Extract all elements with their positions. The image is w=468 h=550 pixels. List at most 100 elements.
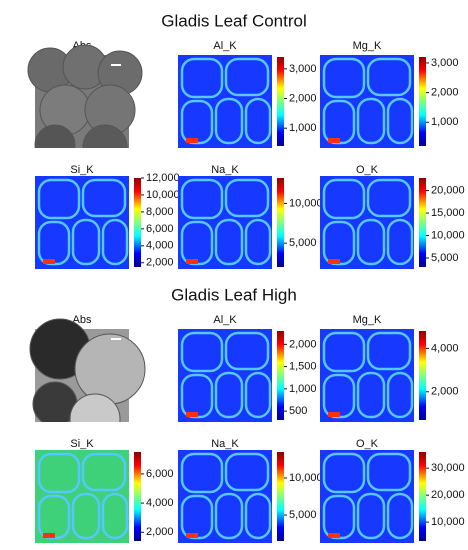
map-title: Mg_K [353,314,382,326]
colorbar-tick-label: 2,000 [431,386,459,398]
colorbar-tick-label: 3,000 [431,57,459,69]
cell-wall [214,97,244,145]
colorbar-tick-label: 15,000 [431,207,465,219]
hotspot [186,138,198,143]
colorbar-tick-label: 2,000 [289,338,317,350]
colorbar-tick-label: 1,000 [289,122,317,134]
cell-wall [37,452,81,494]
map-title: Al_K [213,314,237,326]
colorbar-tick-label: 5,000 [431,252,459,264]
hotspot [328,138,340,143]
colorbar [419,331,426,420]
colorbar-tick-label: 10,000 [289,197,323,209]
map-title: Na_K [211,164,239,176]
map-title: Abs [73,314,92,326]
cell-wall [322,452,366,494]
colorbar [277,452,284,541]
colorbar-tick-label: 12,000 [146,172,180,184]
cell-wall [180,57,224,99]
hotspot [186,533,198,538]
colorbar-tick-label: 20,000 [431,184,465,196]
cell-wall [356,97,386,145]
cell-wall [322,178,366,220]
cell-wall [366,57,412,97]
map-title: O_K [356,438,379,450]
panel-title: Gladis Leaf High [171,285,297,304]
map-title: Na_K [211,438,239,450]
cell-wall [366,178,412,218]
cell-wall [180,452,224,494]
colorbar-tick-label: 10,000 [289,472,323,484]
hotspot [186,259,198,264]
colorbar-tick-label: 6,000 [146,468,174,480]
colorbar [419,178,426,267]
colorbar [419,452,426,541]
map-title: Mg_K [353,40,382,52]
cell-wall [386,492,414,540]
colorbar-tick-label: 2,000 [431,87,459,99]
colorbar-tick-label: 1,500 [289,361,317,373]
colorbar-tick-label: 500 [289,405,307,417]
colorbar [419,57,426,146]
cell-wall [356,492,386,540]
colorbar-tick-label: 2,000 [146,526,174,538]
colorbar-tick-label: 10,000 [431,516,465,528]
colorbar-tick-label: 2,000 [289,92,317,104]
colorbar [277,57,284,146]
cell-wall [224,57,270,97]
colorbar [134,178,141,267]
cell-wall [101,218,129,266]
colorbar [277,178,284,267]
colorbar-tick-label: 8,000 [146,206,174,218]
cell-wall [71,492,101,540]
cell-wall [322,331,366,373]
cell-wall [244,492,272,540]
cell-wall [386,371,414,419]
cell-wall [224,178,270,218]
colorbar-tick-label: 20,000 [431,489,465,501]
cell-wall [101,492,129,540]
cell-wall [37,178,81,220]
cell-wall [224,452,270,492]
colorbar-tick-label: 1,000 [431,116,459,128]
cell-wall [244,97,272,145]
map-title: Si_K [70,438,94,450]
colorbar-tick-label: 3,000 [289,63,317,75]
hotspot [186,412,198,417]
cell-wall [180,178,224,220]
colorbar [277,331,284,420]
colorbar-tick-label: 5,000 [289,509,317,521]
colorbar-tick-label: 4,000 [146,240,174,252]
hotspot [43,259,55,264]
hotspot [328,412,340,417]
colorbar-tick-label: 5,000 [289,237,317,249]
cell-wall [366,452,412,492]
colorbar-tick-label: 4,000 [431,342,459,354]
hotspot [328,533,340,538]
cell-wall [224,331,270,371]
colorbar-tick-label: 10,000 [146,189,180,201]
colorbar-tick-label: 1,000 [289,383,317,395]
hotspot [43,533,55,538]
colorbar-tick-label: 6,000 [146,223,174,235]
abs-clip [5,148,159,178]
colorbar-tick-label: 30,000 [431,462,465,474]
abs-clip [5,422,159,452]
cell-wall [214,218,244,266]
cell-wall [180,331,224,373]
hotspot [328,259,340,264]
cell-wall [386,97,414,145]
cell-wall [214,492,244,540]
cell-wall [81,178,127,218]
map-title: Si_K [70,164,94,176]
cell-wall [214,371,244,419]
cell [75,334,145,404]
cell-wall [356,371,386,419]
cell-wall [71,218,101,266]
map-title: Al_K [213,40,237,52]
cell-wall [356,218,386,266]
colorbar-tick-label: 4,000 [146,497,174,509]
cell-wall [244,371,272,419]
map-title: O_K [356,164,379,176]
